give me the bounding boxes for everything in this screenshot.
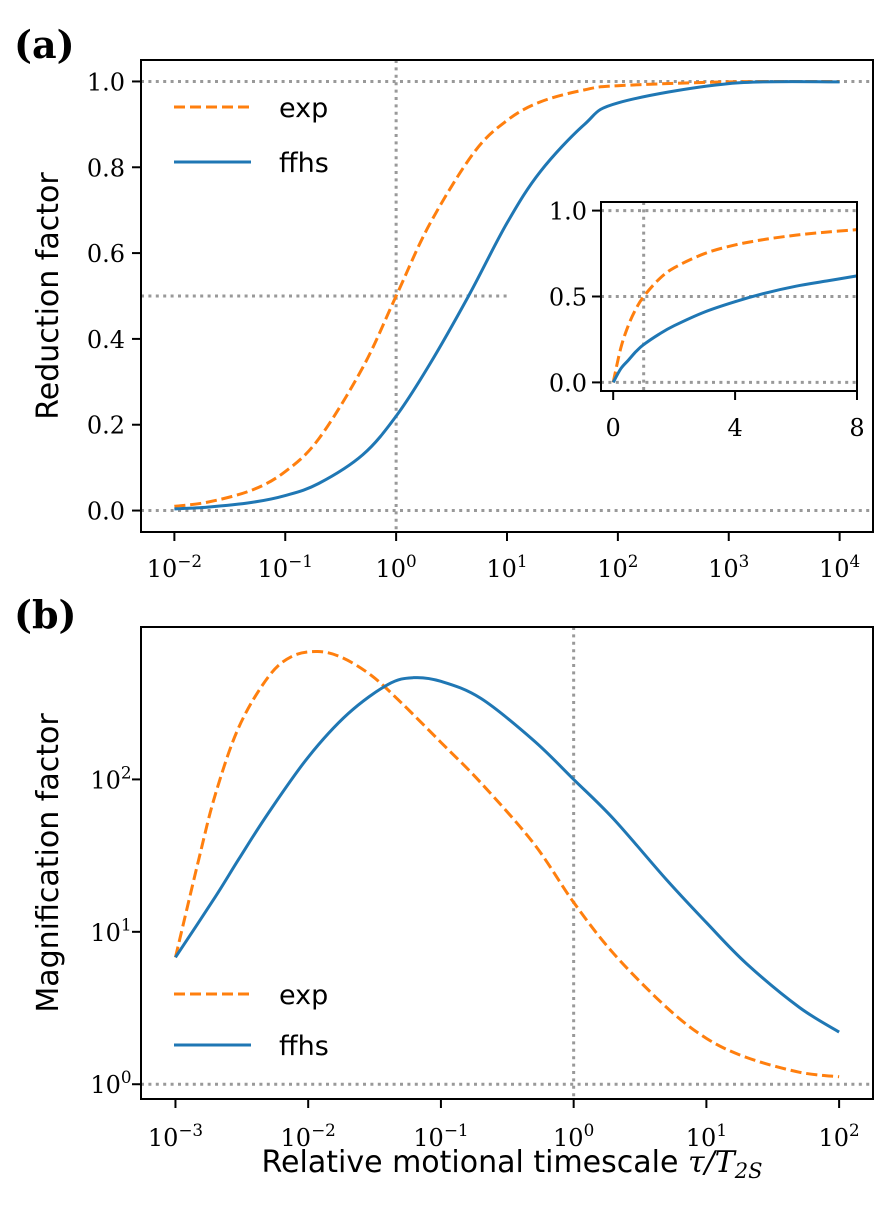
- series-line-exp: [174, 79, 840, 508]
- series-line-ffhs: [174, 676, 840, 1034]
- series-line-ffhs: [174, 80, 840, 511]
- x-tick-label: 10−1: [413, 1120, 468, 1152]
- y-tick-label: 0.2: [87, 412, 125, 440]
- y-axis-label: Reduction factor: [31, 172, 66, 420]
- y-tick-label: 101: [90, 915, 131, 947]
- x-tick-label: 10−3: [148, 1120, 203, 1152]
- legend: exp ffhs: [174, 93, 329, 179]
- y-tick-label: 0.8: [87, 154, 125, 182]
- x-tick-label: 10−1: [258, 551, 313, 583]
- legend: exp ffhs: [174, 980, 329, 1062]
- x-tick-label: 10−2: [281, 1120, 336, 1152]
- y-tick-label: 100: [90, 1067, 131, 1099]
- y-tick-label: 1.0: [87, 68, 125, 96]
- x-tick-label: 102: [597, 551, 638, 583]
- inset-y-tick-label: 0.0: [549, 369, 587, 397]
- inset-y-tick-label: 0.5: [549, 284, 587, 312]
- x-tick-label: 101: [686, 1120, 727, 1152]
- legend-label-exp: exp: [279, 93, 328, 124]
- y-tick-label: 0.6: [87, 240, 125, 268]
- y-tick-label: 102: [90, 762, 131, 794]
- y-tick-label: 0.4: [87, 326, 125, 354]
- series-line-exp: [174, 650, 840, 1079]
- x-tick-label: 101: [486, 551, 527, 583]
- inset-y-tick-label: 1.0: [549, 198, 587, 226]
- x-tick-label: 100: [376, 551, 417, 583]
- inset-series-line-ffhs: [611, 274, 858, 384]
- y-axis-label: Magnification factor: [31, 713, 66, 1013]
- panel-label-b: (b): [14, 592, 77, 637]
- x-tick-label: 102: [819, 1120, 860, 1152]
- x-tick-label: 103: [708, 551, 749, 583]
- x-tick-label: 10−2: [147, 551, 202, 583]
- panel-b-magnification-factor: 10−3 10−2 10−1 100 101 102 100 101 102 Magnificat…: [31, 626, 874, 1183]
- inset-linear: 0 4 8 0.0 0.5 1.0: [549, 198, 865, 442]
- legend-label-ffhs: ffhs: [279, 1031, 329, 1062]
- inset-x-tick-label: 8: [849, 414, 864, 442]
- inset-x-tick-label: 0: [606, 414, 621, 442]
- axes-frame: [140, 626, 874, 1100]
- panel-a-reduction-factor: 10−2 10−1 100 101 102 103 104 0.0 0.2 0.4 0.6 0.8 1.…: [31, 59, 874, 583]
- y-tick-label: 0.0: [87, 498, 125, 526]
- panel-label-a: (a): [14, 22, 75, 67]
- x-tick-label: 104: [819, 551, 860, 583]
- legend-label-ffhs: ffhs: [279, 148, 329, 179]
- inset-x-tick-label: 4: [727, 414, 742, 442]
- x-tick-label: 100: [553, 1120, 594, 1152]
- inset-series-line-exp: [611, 228, 858, 383]
- legend-label-exp: exp: [279, 980, 328, 1011]
- x-axis-label: Relative motional timescale τ/T2S: [262, 1145, 763, 1183]
